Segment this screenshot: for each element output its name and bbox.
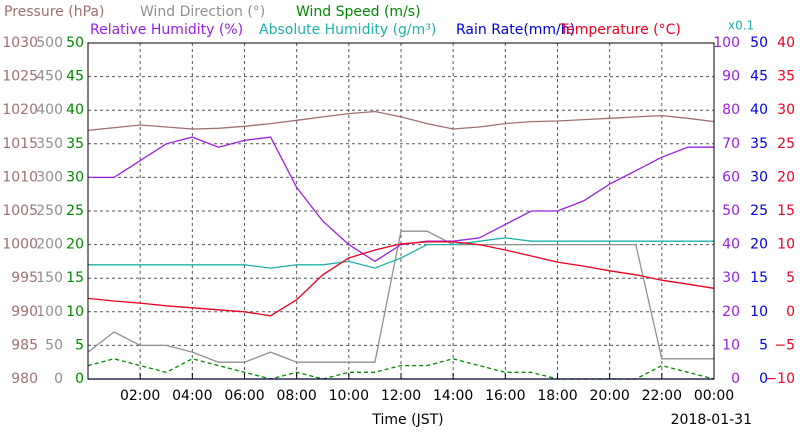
- date-label: 2018-01-31: [671, 412, 752, 428]
- y-tick-label: 50: [66, 35, 84, 51]
- y-tick-label: 300: [36, 169, 63, 185]
- series-line: [88, 237, 714, 269]
- y-tick-label: 0: [54, 371, 63, 387]
- y-tick-label: 10: [722, 337, 740, 353]
- y-tick-label: 50: [45, 337, 63, 353]
- y-tick-label: 0: [75, 371, 84, 387]
- x-tick-label: 16:00: [485, 388, 525, 404]
- y-tick-label: 5: [75, 337, 84, 353]
- series-line: [87, 230, 714, 363]
- x-tick-label: 22:00: [642, 388, 682, 404]
- x-tick-label: 10:00: [329, 388, 369, 404]
- x-tick-label: 12:00: [381, 388, 421, 404]
- y-tick-label: 25: [750, 203, 768, 219]
- plot-frame: [87, 42, 715, 380]
- y-tick-label: 50: [750, 35, 768, 51]
- x-tick-label: 06:00: [224, 388, 264, 404]
- y-tick-label: 980: [11, 371, 38, 387]
- y-tick-label: 5: [759, 337, 768, 353]
- legend-label: Relative Humidity (%): [90, 22, 243, 38]
- x-tick-label: 00:00: [694, 388, 734, 404]
- x-tick-label: 18:00: [537, 388, 577, 404]
- x-tick-label: 08:00: [276, 388, 316, 404]
- y-tick-label: 70: [722, 136, 740, 152]
- y-tick-label: 1020: [2, 102, 38, 118]
- y-tick-label: 250: [36, 203, 63, 219]
- x-tick-label: 14:00: [433, 388, 473, 404]
- legend-label: Rain Rate(mm/h): [456, 22, 575, 38]
- series-line: [88, 136, 714, 263]
- y-tick-label: 40: [750, 102, 768, 118]
- legend-label: Temperature (°C): [559, 22, 681, 38]
- x-axis-label: Time (JST): [371, 412, 443, 428]
- y-tick-label: 1015: [2, 136, 38, 152]
- y-tick-label: 25: [66, 203, 84, 219]
- y-tick-label: 1005: [2, 203, 38, 219]
- y-tick-label: 25: [777, 136, 795, 152]
- y-tick-label: 90: [722, 69, 740, 85]
- y-tick-label: 40: [66, 102, 84, 118]
- legend-label: Absolute Humidity (g/m³): [259, 22, 436, 38]
- y-tick-label: 50: [722, 203, 740, 219]
- y-tick-label: 30: [722, 270, 740, 286]
- y-tick-label: 5: [786, 270, 795, 286]
- y-tick-label: 20: [722, 304, 740, 320]
- y-tick-label: 15: [66, 270, 84, 286]
- y-tick-label: 10: [66, 304, 84, 320]
- y-tick-label: 30: [66, 169, 84, 185]
- legend-label: Wind Speed (m/s): [296, 4, 421, 20]
- y-tick-label: 400: [36, 102, 63, 118]
- scale-label: x0.1: [728, 19, 754, 33]
- y-tick-label: 1000: [2, 237, 38, 253]
- y-tick-label: 1010: [2, 169, 38, 185]
- y-tick-label: 500: [36, 35, 63, 51]
- legend-label: Wind Direction (°): [140, 4, 265, 20]
- y-tick-label: −5: [774, 337, 795, 353]
- y-tick-label: 985: [11, 337, 38, 353]
- series-line: [87, 241, 715, 317]
- y-tick-label: 35: [66, 136, 84, 152]
- y-tick-label: 0: [786, 304, 795, 320]
- x-tick-label: 02:00: [120, 388, 160, 404]
- x-tick-label: 20:00: [589, 388, 629, 404]
- y-tick-label: 995: [11, 270, 38, 286]
- y-tick-label: 45: [750, 69, 768, 85]
- y-tick-label: 1030: [2, 35, 38, 51]
- y-tick-label: 30: [777, 102, 795, 118]
- y-tick-label: 0: [759, 371, 768, 387]
- y-tick-label: 200: [36, 237, 63, 253]
- legend-label: Pressure (hPa): [4, 4, 104, 20]
- y-tick-label: 15: [777, 203, 795, 219]
- y-tick-label: 45: [66, 69, 84, 85]
- y-tick-label: 990: [11, 304, 38, 320]
- y-tick-label: 100: [36, 304, 63, 320]
- series-line: [87, 110, 715, 132]
- y-tick-label: 100: [713, 35, 740, 51]
- y-tick-label: 40: [722, 237, 740, 253]
- y-tick-label: 10: [750, 304, 768, 320]
- y-tick-label: 350: [36, 136, 63, 152]
- y-tick-label: −10: [765, 371, 795, 387]
- y-tick-label: 20: [750, 237, 768, 253]
- y-tick-label: 40: [777, 35, 795, 51]
- x-tick-label: 04:00: [172, 388, 212, 404]
- y-tick-label: 80: [722, 102, 740, 118]
- y-tick-label: 35: [750, 136, 768, 152]
- y-tick-label: 60: [722, 169, 740, 185]
- series-line: [87, 358, 715, 380]
- y-tick-label: 30: [750, 169, 768, 185]
- y-tick-label: 15: [750, 270, 768, 286]
- y-tick-label: 1025: [2, 69, 38, 85]
- y-tick-label: 0: [731, 371, 740, 387]
- y-tick-label: 150: [36, 270, 63, 286]
- y-tick-label: 10: [777, 237, 795, 253]
- y-tick-label: 20: [777, 169, 795, 185]
- y-tick-label: 20: [66, 237, 84, 253]
- y-tick-label: 35: [777, 69, 795, 85]
- y-tick-label: 450: [36, 69, 63, 85]
